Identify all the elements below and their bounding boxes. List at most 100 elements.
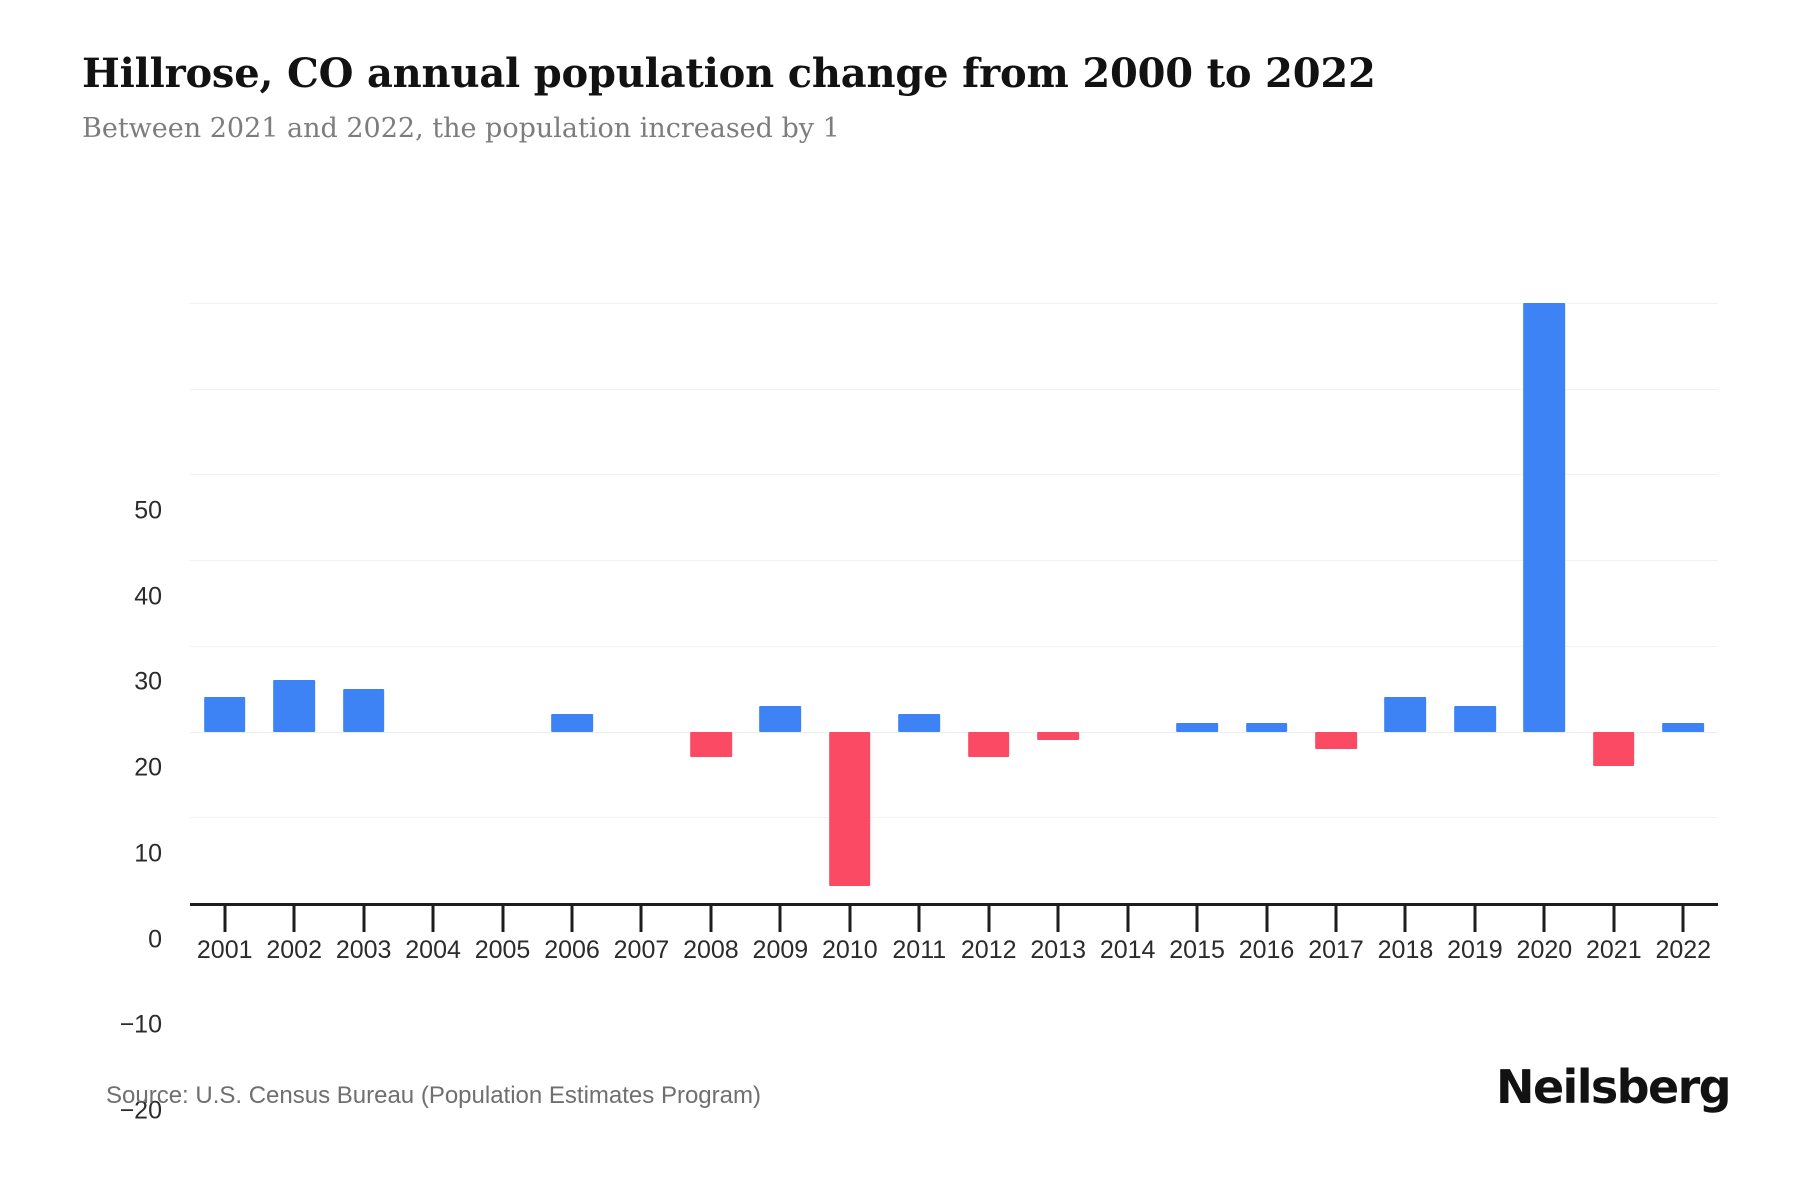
- x-axis-tickmarks: [190, 906, 1718, 932]
- x-tickmark: [709, 906, 713, 932]
- bar[interactable]: [1592, 731, 1635, 766]
- gridline: [190, 645, 1718, 647]
- x-tick-label: 2004: [405, 936, 461, 964]
- bar-slot[interactable]: [607, 303, 676, 903]
- bar[interactable]: [273, 680, 316, 732]
- bar[interactable]: [828, 731, 871, 886]
- x-tickmark: [917, 906, 921, 932]
- x-tick-label: 2020: [1516, 936, 1573, 964]
- page-title: Hillrose, CO annual population change fr…: [82, 50, 1376, 97]
- bar-slot[interactable]: [1579, 303, 1648, 903]
- x-axis-line: [190, 903, 1718, 906]
- bar-slot[interactable]: [329, 303, 398, 903]
- x-tick-label: 2014: [1099, 936, 1156, 964]
- bar-slot[interactable]: [190, 303, 259, 903]
- bar-slot[interactable]: [1649, 303, 1718, 903]
- source-note: Source: U.S. Census Bureau (Population E…: [106, 1082, 761, 1109]
- bar-slot[interactable]: [398, 303, 467, 903]
- x-tick-label: 2009: [752, 936, 809, 964]
- x-tickmark: [570, 906, 574, 932]
- y-tick-label: 20: [134, 753, 162, 782]
- x-tick-label: 2018: [1377, 936, 1434, 964]
- bar[interactable]: [1315, 731, 1357, 749]
- y-tick-label: −10: [119, 1010, 162, 1039]
- x-tick-label: 2011: [892, 936, 947, 964]
- bar[interactable]: [203, 697, 246, 732]
- bar-slot[interactable]: [537, 303, 606, 903]
- bar-slot[interactable]: [1093, 303, 1162, 903]
- x-tick-label: 2015: [1169, 936, 1225, 964]
- x-tickmark: [1403, 906, 1407, 932]
- bar[interactable]: [551, 714, 593, 732]
- x-tick-label: 2002: [266, 936, 322, 964]
- x-tick-label: 2017: [1308, 936, 1364, 964]
- bar-slot[interactable]: [1301, 303, 1370, 903]
- bar-series: [190, 303, 1718, 903]
- x-tick-label: 2019: [1447, 936, 1503, 964]
- brand-logo: Neilsberg: [1496, 1060, 1732, 1114]
- bar[interactable]: [342, 688, 385, 732]
- x-tickmark: [223, 906, 227, 932]
- bar-slot[interactable]: [1023, 303, 1092, 903]
- bar-slot[interactable]: [885, 303, 954, 903]
- bar[interactable]: [1176, 723, 1218, 732]
- x-tick-label: 2016: [1238, 936, 1295, 964]
- x-tickmark: [362, 906, 366, 932]
- bar[interactable]: [1384, 697, 1427, 732]
- page-subtitle: Between 2021 and 2022, the population in…: [82, 113, 840, 144]
- x-tickmark: [1473, 906, 1477, 932]
- bar-slot[interactable]: [1162, 303, 1231, 903]
- bar[interactable]: [1245, 723, 1288, 732]
- x-tick-label: 2012: [960, 936, 1017, 964]
- gridline: [190, 303, 1718, 304]
- x-tickmark: [1195, 906, 1199, 932]
- x-tickmark: [1056, 906, 1060, 932]
- x-tick-label: 2001: [196, 936, 253, 964]
- x-tickmark: [639, 906, 643, 932]
- bar-slot[interactable]: [468, 303, 537, 903]
- x-tickmark: [1681, 906, 1685, 932]
- bar-slot[interactable]: [954, 303, 1023, 903]
- bar-slot[interactable]: [676, 303, 745, 903]
- bar-slot[interactable]: [746, 303, 815, 903]
- bar-slot[interactable]: [1440, 303, 1509, 903]
- x-tickmark: [292, 906, 296, 932]
- bar[interactable]: [1454, 705, 1496, 732]
- chart-header: Hillrose, CO annual population change fr…: [82, 48, 1732, 146]
- bar-chart: 50 40 30 20 10 0 −10 −20 2001 2002 2003 2004 2005 20…: [0, 208, 1800, 1125]
- x-tickmark: [501, 906, 505, 932]
- bar-slot[interactable]: [815, 303, 884, 903]
- x-tick-label: 2013: [1030, 936, 1086, 964]
- x-tick-label: 2005: [474, 936, 531, 964]
- x-tickmark: [431, 906, 435, 932]
- bar[interactable]: [1037, 731, 1080, 741]
- y-tick-label: 10: [134, 839, 162, 868]
- y-tick-label: 50: [134, 496, 162, 525]
- x-axis-tick-labels: 2001 2002 2003 2004 2005 2006 2007 2008 2009 2010…: [190, 936, 1718, 980]
- bar-slot[interactable]: [1510, 303, 1579, 903]
- bar[interactable]: [1523, 303, 1566, 732]
- x-tick-label: 2010: [822, 936, 878, 964]
- zero-gridline: [190, 731, 1718, 733]
- bar-slot[interactable]: [259, 303, 328, 903]
- bar[interactable]: [1662, 723, 1705, 732]
- bar[interactable]: [898, 714, 941, 732]
- x-tickmark: [848, 906, 852, 932]
- x-tickmark: [1334, 906, 1338, 932]
- gridline: [190, 474, 1718, 476]
- bar[interactable]: [967, 731, 1010, 758]
- y-tick-label: 40: [134, 582, 162, 611]
- x-tickmark: [778, 906, 782, 932]
- bar-slot[interactable]: [1371, 303, 1440, 903]
- x-tickmark: [1126, 906, 1130, 932]
- bar[interactable]: [690, 731, 732, 758]
- bar-slot[interactable]: [1232, 303, 1301, 903]
- y-tick-label: 30: [134, 667, 162, 696]
- gridline: [190, 817, 1718, 819]
- gridline: [190, 560, 1718, 562]
- plot-area: [190, 303, 1718, 904]
- y-tick-label: 0: [148, 925, 162, 954]
- bar[interactable]: [759, 705, 802, 732]
- x-tick-label: 2021: [1586, 936, 1642, 964]
